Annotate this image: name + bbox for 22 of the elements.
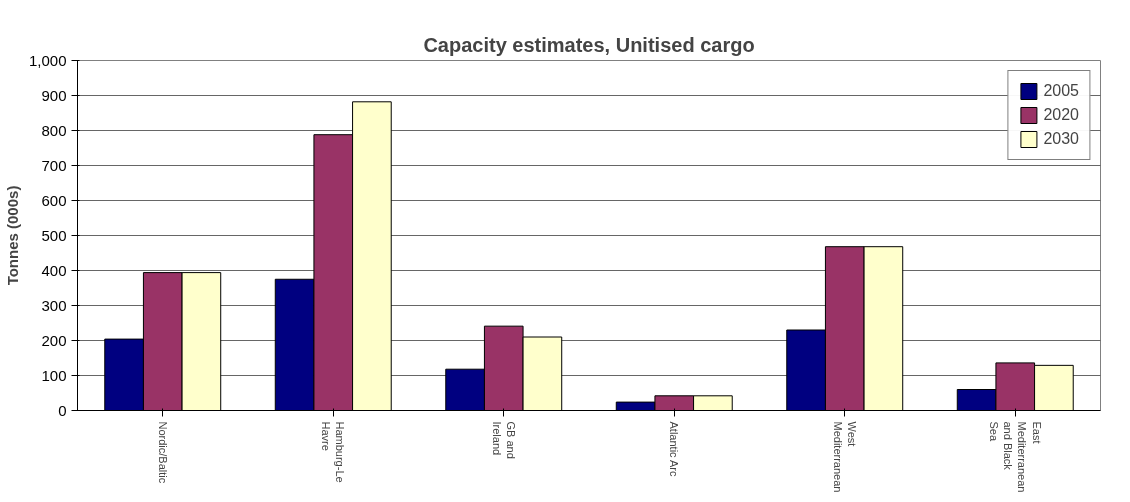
y-tick-label: 100 (41, 366, 67, 384)
y-tick-label: 500 (41, 226, 67, 244)
legend-label: 2005 (1043, 82, 1079, 100)
y-axis-title: Tonnes (000s) (3, 185, 21, 286)
x-tick-label: West Mediterranean (831, 421, 858, 493)
y-tick-label: 400 (41, 261, 67, 279)
legend-label: 2020 (1043, 106, 1079, 124)
legend-label: 2030 (1043, 130, 1079, 148)
y-tick-label: 0 (58, 401, 67, 419)
x-tick-label: GB and Ireland (490, 421, 517, 459)
x-tick-label: Hamburg-Le Havre (320, 421, 347, 483)
y-tick-label: 600 (41, 191, 67, 209)
y-tick-label: 200 (41, 331, 67, 349)
y-tick-label: 300 (41, 296, 67, 314)
y-tick-label: 1,000 (28, 51, 67, 69)
chart-title: Capacity estimates, Unitised cargo (423, 33, 755, 56)
x-tick-label: East Mediterranean and Black Sea (987, 421, 1043, 493)
x-tick-label: Atlantic Arc (668, 421, 681, 478)
y-tick-label: 700 (41, 156, 67, 174)
y-tick-label: 800 (41, 121, 67, 139)
x-tick-label: Nordic/Baltic (156, 421, 169, 484)
y-tick-label: 900 (41, 86, 67, 104)
